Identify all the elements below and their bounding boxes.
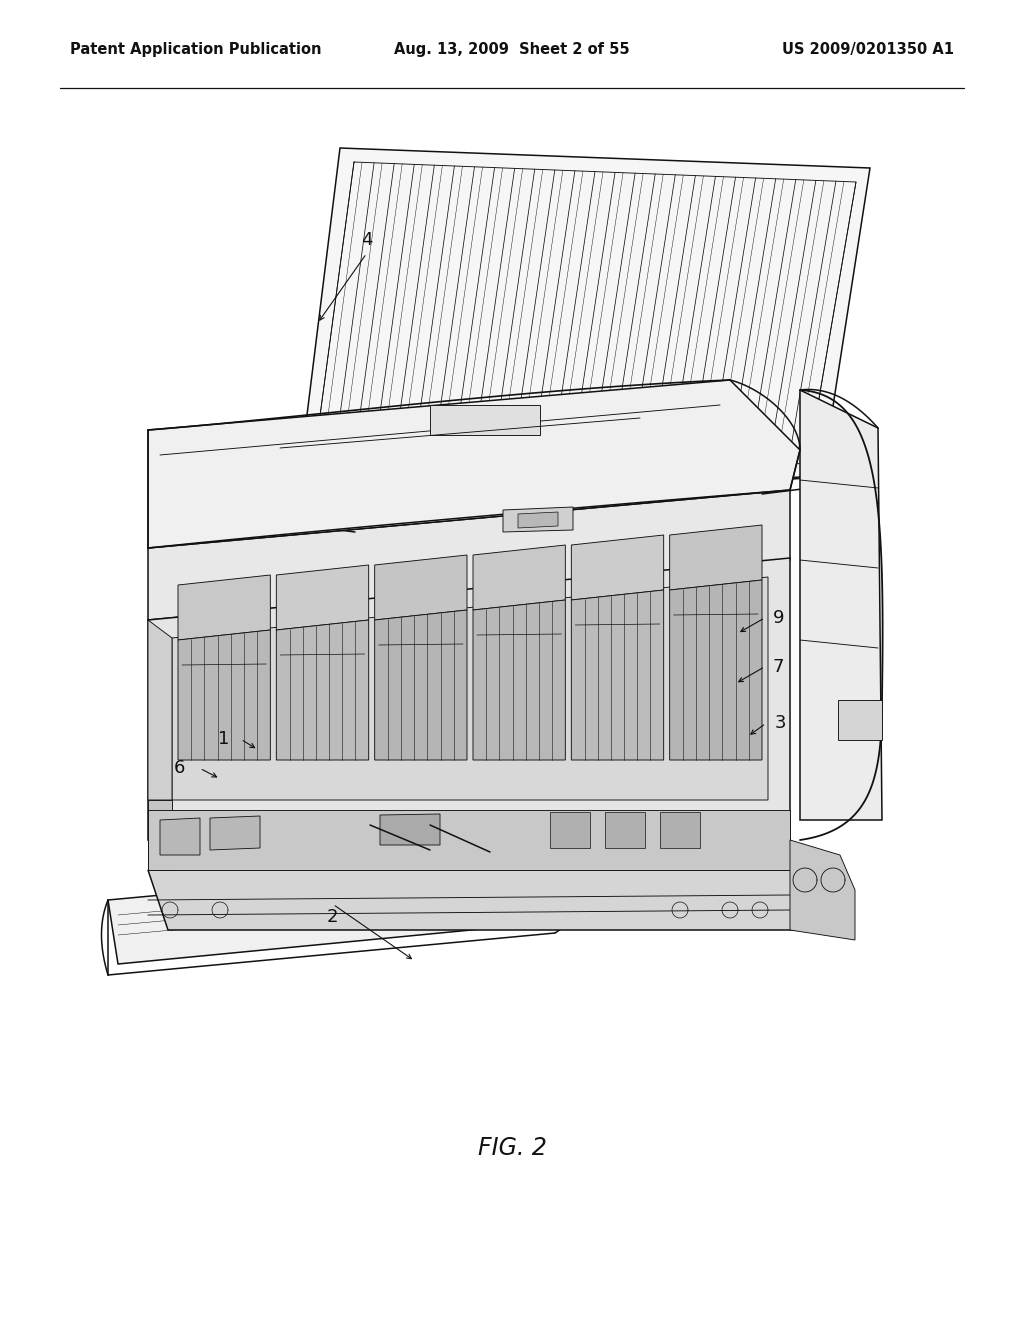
Text: FIG. 2: FIG. 2	[477, 1137, 547, 1160]
Polygon shape	[503, 507, 573, 532]
Text: US 2009/0201350 A1: US 2009/0201350 A1	[782, 42, 954, 57]
Polygon shape	[148, 620, 172, 800]
Polygon shape	[160, 818, 200, 855]
Polygon shape	[295, 148, 870, 512]
Polygon shape	[148, 810, 790, 870]
Polygon shape	[210, 816, 260, 850]
Polygon shape	[660, 812, 700, 847]
Text: 3: 3	[774, 714, 786, 733]
Polygon shape	[571, 535, 664, 601]
Polygon shape	[605, 812, 645, 847]
Polygon shape	[148, 870, 810, 931]
Polygon shape	[172, 577, 768, 800]
Polygon shape	[148, 800, 172, 870]
Polygon shape	[670, 579, 762, 760]
Polygon shape	[276, 565, 369, 630]
Polygon shape	[550, 812, 590, 847]
Text: 2: 2	[327, 908, 339, 927]
Polygon shape	[148, 380, 800, 548]
Text: 4: 4	[360, 231, 373, 249]
Polygon shape	[800, 389, 882, 820]
Polygon shape	[148, 840, 790, 870]
Polygon shape	[375, 554, 467, 620]
Polygon shape	[473, 601, 565, 760]
Polygon shape	[571, 590, 664, 760]
Text: 1: 1	[217, 730, 229, 748]
Text: Patent Application Publication: Patent Application Publication	[70, 42, 322, 57]
Polygon shape	[148, 558, 790, 840]
Polygon shape	[790, 840, 855, 940]
Polygon shape	[473, 545, 565, 610]
Polygon shape	[838, 700, 882, 741]
Polygon shape	[430, 405, 540, 436]
Polygon shape	[178, 630, 270, 760]
Text: 7: 7	[772, 657, 784, 676]
Polygon shape	[518, 512, 558, 528]
Polygon shape	[108, 858, 575, 964]
Polygon shape	[148, 490, 790, 620]
Text: 6: 6	[173, 759, 185, 777]
Text: 9: 9	[772, 609, 784, 627]
Polygon shape	[670, 525, 762, 590]
Text: Aug. 13, 2009  Sheet 2 of 55: Aug. 13, 2009 Sheet 2 of 55	[394, 42, 630, 57]
Polygon shape	[380, 814, 440, 845]
Polygon shape	[178, 576, 270, 640]
Polygon shape	[276, 620, 369, 760]
Polygon shape	[375, 610, 467, 760]
